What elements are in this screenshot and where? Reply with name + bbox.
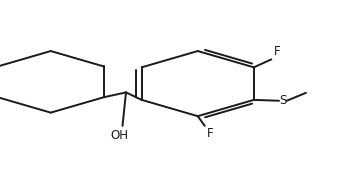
Text: S: S [280,94,287,107]
Text: F: F [274,45,281,58]
Text: OH: OH [110,129,128,142]
Text: F: F [206,127,213,140]
